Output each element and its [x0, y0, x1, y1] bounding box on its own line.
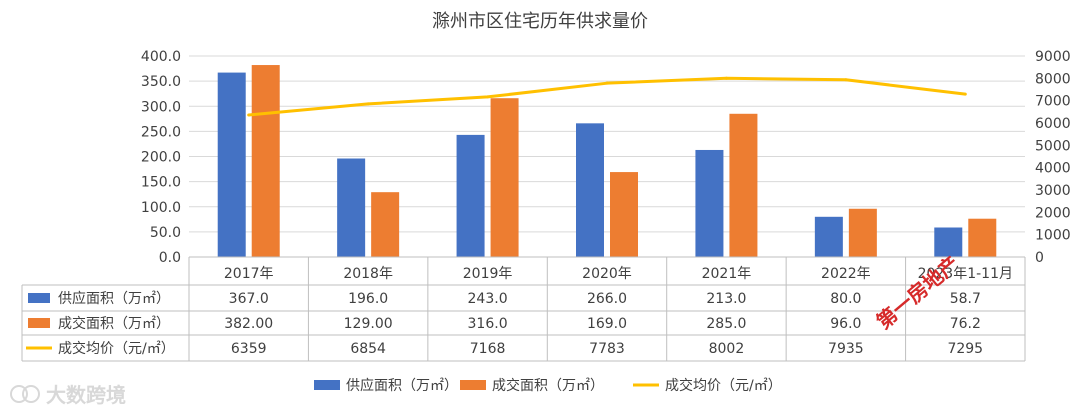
left-axis-ticks: 0.0 50.0 100.0 150.0 200.0 250.0 300.0 350.0 400… [141, 49, 181, 266]
table-cell: 80.0 [830, 291, 861, 307]
legend-swatch [314, 380, 340, 390]
watermark-logo-icon [10, 385, 28, 403]
category-label: 2017年 [224, 266, 274, 282]
bar-sales-6 [968, 218, 997, 257]
table-cell: 285.0 [706, 316, 746, 332]
table-cell: 196.0 [348, 291, 388, 307]
legend-label: 成交均价（元/㎡） [665, 377, 782, 394]
category-label: 2022年 [821, 266, 871, 282]
left-tick-label: 250.0 [141, 124, 181, 140]
category-label: 2020年 [582, 266, 632, 282]
right-tick-label: 2000 [1035, 205, 1071, 221]
left-tick-label: 350.0 [141, 74, 181, 90]
category-label: 2019年 [463, 266, 513, 282]
row-label: 成交面积（万㎡） [58, 315, 170, 332]
right-tick-label: 6000 [1035, 116, 1071, 132]
watermark: 大数跨境 [10, 383, 126, 407]
right-tick-label: 1000 [1035, 228, 1071, 244]
bar-sales-4 [729, 113, 758, 257]
bar-sales-1 [371, 192, 400, 257]
right-tick-label: 0 [1035, 250, 1044, 266]
bar-supply-5 [814, 216, 843, 257]
row-key-swatch [28, 293, 50, 303]
watermark-logo-icon [22, 385, 40, 403]
table-cell: 6854 [350, 341, 386, 357]
row-label: 成交均价（元/㎡） [58, 340, 175, 357]
table-cell: 7935 [828, 341, 864, 357]
table-cell: 76.2 [950, 316, 981, 332]
bar-sales-0 [251, 65, 280, 257]
left-tick-label: 400.0 [141, 49, 181, 65]
table-cell: 7168 [470, 341, 506, 357]
bar-supply-6 [934, 227, 963, 257]
legend-swatch [460, 380, 486, 390]
right-tick-label: 8000 [1035, 71, 1071, 87]
left-tick-label: 300.0 [141, 99, 181, 115]
line-series [247, 76, 967, 117]
table-cell: 213.0 [706, 291, 746, 307]
table-cell: 96.0 [830, 316, 861, 332]
right-tick-label: 9000 [1035, 49, 1071, 65]
table-cell: 129.00 [344, 316, 393, 332]
bar-sales-5 [848, 208, 877, 257]
data-table: 2017年 2018年 2019年 2020年 2021年 2022年 2023年1-11月… [21, 256, 1026, 362]
right-tick-label: 3000 [1035, 183, 1071, 199]
category-label: 2021年 [702, 266, 752, 282]
price-point-3 [605, 81, 609, 85]
bar-supply-4 [695, 149, 724, 257]
legend-label: 成交面积（万㎡） [492, 377, 604, 394]
row-key-swatch [28, 318, 50, 328]
bar-sales-2 [490, 98, 519, 258]
price-point-0 [247, 113, 251, 117]
left-tick-label: 200.0 [141, 150, 181, 166]
legend-label: 供应面积（万㎡） [346, 377, 458, 394]
left-tick-label: 100.0 [141, 200, 181, 216]
bar-sales-3 [610, 172, 638, 257]
table-cell: 7295 [947, 341, 983, 357]
left-tick-label: 0.0 [159, 250, 181, 266]
category-label: 2023年1-11月 [918, 266, 1013, 282]
table-cell: 6359 [231, 341, 267, 357]
table-cell: 243.0 [468, 291, 508, 307]
row-label: 供应面积（万㎡） [58, 290, 170, 307]
table-cell: 382.00 [224, 316, 273, 332]
chart-title: 滁州市区住宅历年供求量价 [432, 11, 648, 32]
bar-supply-2 [456, 134, 485, 257]
table-cell: 58.7 [950, 291, 981, 307]
price-point-6 [963, 92, 967, 96]
price-point-2 [486, 95, 490, 99]
table-cell: 266.0 [587, 291, 627, 307]
right-tick-label: 7000 [1035, 94, 1071, 110]
bar-supply-0 [217, 72, 246, 258]
table-cell: 316.0 [468, 316, 508, 332]
left-tick-label: 50.0 [150, 225, 181, 241]
bar-supply-3 [576, 123, 604, 258]
table-cell: 7783 [589, 341, 625, 357]
table-cell: 367.0 [229, 291, 269, 307]
category-label: 2018年 [343, 266, 393, 282]
price-point-1 [366, 102, 370, 106]
right-tick-label: 4000 [1035, 161, 1071, 177]
bar-marks [217, 65, 997, 258]
right-tick-label: 5000 [1035, 138, 1071, 154]
table-cell: 169.0 [587, 316, 627, 332]
watermark-text: 大数跨境 [46, 383, 126, 407]
left-tick-label: 150.0 [141, 175, 181, 191]
right-axis-ticks: 0 1000 2000 3000 4000 5000 6000 7000 8000 9000 [1035, 49, 1071, 266]
chart-legend: 供应面积（万㎡） 成交面积（万㎡） 成交均价（元/㎡） [314, 377, 782, 394]
bar-supply-1 [337, 158, 366, 257]
table-cell: 8002 [709, 341, 745, 357]
price-point-4 [724, 76, 728, 80]
price-point-5 [844, 78, 848, 82]
